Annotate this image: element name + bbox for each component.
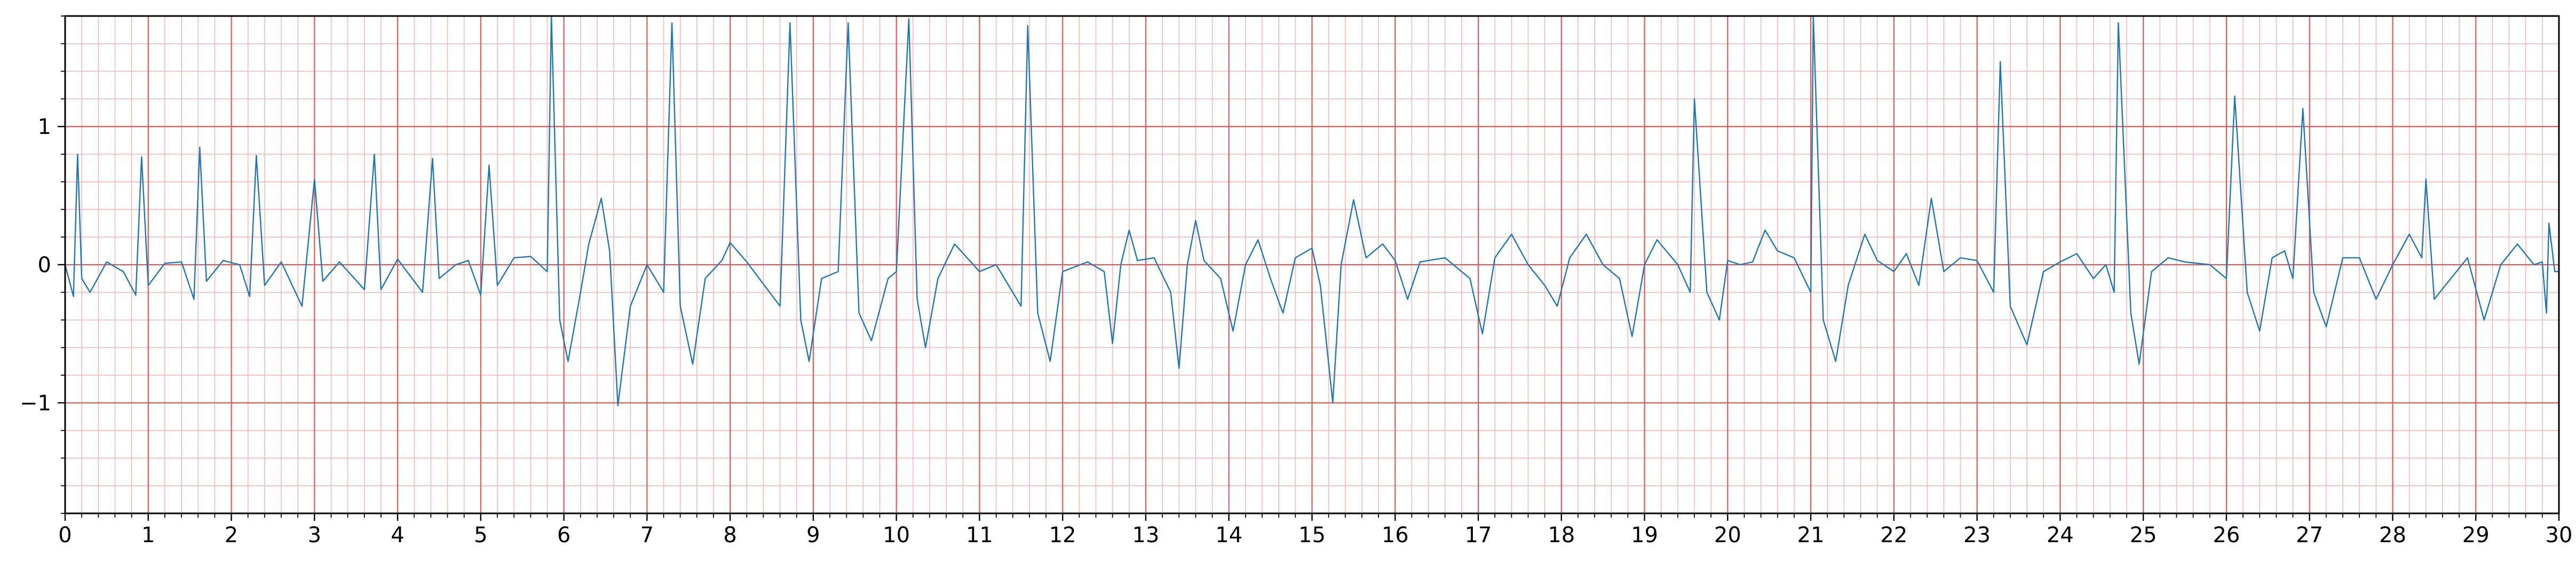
x-tick-label: 7 [640, 523, 654, 548]
x-tick-label: 29 [2462, 523, 2490, 548]
y-axis-ticks [58, 15, 65, 514]
x-tick-label: 3 [308, 523, 321, 548]
x-tick-label: 1 [141, 523, 155, 548]
x-tick-label: 6 [557, 523, 570, 548]
x-tick-label: 11 [966, 523, 993, 548]
x-tick-label: 0 [58, 523, 72, 548]
x-tick-label: 16 [1382, 523, 1409, 548]
x-tick-label: 23 [1963, 523, 1991, 548]
x-tick-label: 19 [1631, 523, 1658, 548]
x-tick-label: 26 [2213, 523, 2240, 548]
ecg-series-line [64, 15, 2559, 407]
x-tick-label: 15 [1298, 523, 1326, 548]
x-tick-label: 20 [1714, 523, 1741, 548]
x-tick-label: 21 [1797, 523, 1825, 548]
x-tick-label: 13 [1132, 523, 1160, 548]
x-tick-label: 17 [1465, 523, 1492, 548]
x-tick-label: 10 [883, 523, 910, 548]
x-tick-label: 25 [2130, 523, 2157, 548]
x-tick-label: 22 [1880, 523, 1907, 548]
x-tick-label: 4 [391, 523, 404, 548]
x-axis-tick-labels: 0 1 2 3 4 5 6 7 8 9 10 11 12 13 14 15 16 17 18 19 20 21 22 23 24… [58, 523, 2572, 548]
x-tick-label: 30 [2546, 523, 2573, 548]
x-tick-label: 9 [806, 523, 820, 548]
major-grid [64, 16, 2560, 513]
y-tick-label: −1 [20, 391, 51, 416]
x-tick-label: 8 [723, 523, 736, 548]
x-tick-label: 24 [2047, 523, 2074, 548]
x-axis-ticks [64, 513, 2560, 521]
x-tick-label: 28 [2379, 523, 2406, 548]
y-tick-label: 1 [38, 115, 51, 139]
x-tick-label: 2 [225, 523, 238, 548]
y-tick-label: 0 [38, 253, 51, 277]
x-tick-label: 14 [1215, 523, 1242, 548]
x-tick-label: 5 [474, 523, 487, 548]
x-tick-label: 27 [2296, 523, 2323, 548]
x-tick-label: 18 [1548, 523, 1575, 548]
y-axis-tick-labels: −1 0 1 [20, 115, 51, 416]
x-tick-label: 12 [1049, 523, 1076, 548]
